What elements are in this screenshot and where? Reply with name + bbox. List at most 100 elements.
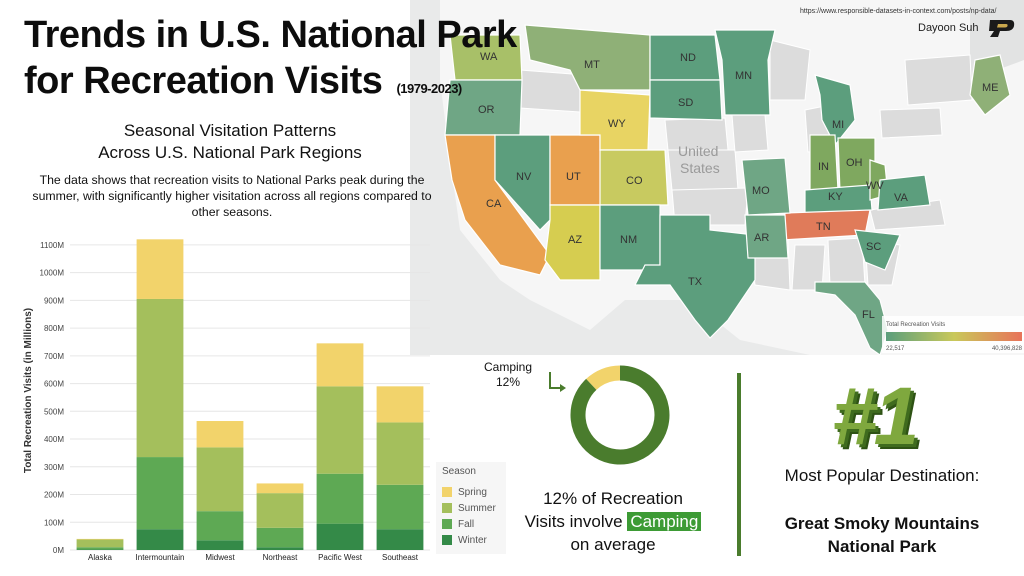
legend-swatch	[442, 535, 452, 545]
y-tick-label: 0M	[53, 546, 64, 555]
bar-segment-summer[interactable]	[256, 493, 304, 528]
us-map-svg: WA OR CA NV UT AZ MT WY CO NM ND SD TX M…	[440, 0, 1024, 355]
state-label: CA	[486, 198, 502, 210]
state-labels: WA OR CA NV UT AZ MT WY CO NM ND SD TX M…	[478, 51, 999, 321]
legend-item-winter[interactable]: Winter	[442, 534, 487, 546]
x-tick-label: Midwest	[205, 553, 235, 562]
bar-segment-spring[interactable]	[316, 343, 364, 387]
state-label: FL	[862, 309, 875, 321]
legend-title: Season	[442, 466, 476, 477]
bar-segment-summer[interactable]	[76, 539, 124, 548]
state-label: WV	[866, 180, 884, 192]
state-label: SC	[866, 241, 881, 253]
bar-segment-winter[interactable]	[136, 529, 184, 550]
bar-segment-winter[interactable]	[256, 547, 304, 550]
bar-segment-fall[interactable]	[316, 473, 364, 524]
bar-segment-winter[interactable]	[196, 540, 244, 550]
popular-name-line1: Great Smoky Mountains	[784, 514, 980, 533]
legend-item-summer[interactable]: Summer	[442, 502, 496, 514]
rank-number: #1	[832, 371, 919, 462]
camping-summary: 12% of Recreation Visits involve Camping…	[500, 487, 726, 556]
map-legend-min: 22,517	[886, 346, 905, 352]
x-tick-labels: Alaska Intermountain Midwest Northeast Pacif…	[88, 553, 419, 562]
state-NV-shape	[494, 134, 551, 231]
state-label: WA	[480, 51, 498, 63]
x-tick-label: Intermountain	[136, 553, 185, 562]
map-legend-max: 40,396,828	[992, 346, 1023, 352]
bar-segment-winter[interactable]	[76, 549, 124, 550]
state-pennsylvania-shape	[879, 107, 943, 139]
bar-segment-summer[interactable]	[376, 422, 424, 485]
bar-segment-spring[interactable]	[196, 421, 244, 448]
state-label: VA	[894, 192, 909, 204]
state-label: KY	[828, 191, 843, 203]
state-label: OH	[846, 157, 863, 169]
y-axis-label: Total Recreation Visits (in Millions)	[23, 308, 34, 473]
bar-segment-summer[interactable]	[136, 298, 184, 458]
bar-segment-fall[interactable]	[376, 484, 424, 530]
bar-stacks	[76, 239, 424, 550]
legend-item-spring[interactable]: Spring	[442, 486, 487, 498]
source-url[interactable]: https://www.responsible-datasets-in-cont…	[800, 8, 997, 15]
state-label: OR	[478, 104, 495, 116]
state-TX-shape	[634, 214, 756, 339]
stacked-bar-chart: 0M 100M 200M 300M 400M 500M 600M 700M 800M 900M 10…	[23, 239, 430, 562]
bar-segment-spring[interactable]	[376, 386, 424, 423]
bar-segment-spring[interactable]	[76, 538, 124, 540]
choropleth-map: WA OR CA NV UT AZ MT WY CO NM ND SD TX M…	[410, 0, 1024, 355]
state-label: NV	[516, 171, 532, 183]
state-label: MI	[832, 119, 844, 131]
bar-segment-fall[interactable]	[76, 547, 124, 550]
y-tick-label: 1000M	[40, 269, 65, 278]
state-label: CO	[626, 175, 643, 187]
state-label: TN	[816, 221, 831, 233]
state-label: IN	[818, 161, 829, 173]
camping-line2-pre: Visits involve	[524, 512, 623, 531]
state-label: AR	[754, 232, 769, 244]
bar-segment-winter[interactable]	[376, 529, 424, 550]
bar-segment-fall[interactable]	[256, 527, 304, 548]
state-SD-shape	[649, 79, 723, 121]
y-tick-label: 600M	[44, 380, 64, 389]
popular-name-line2: National Park	[827, 537, 937, 556]
legend-label: Fall	[458, 518, 475, 530]
legend-item-fall[interactable]: Fall	[442, 518, 474, 530]
y-tick-label: 1100M	[40, 241, 64, 250]
y-tick-label: 200M	[44, 491, 64, 500]
state-new-york-shape	[904, 54, 973, 106]
x-tick-label: Northeast	[263, 553, 298, 562]
state-label: SD	[678, 97, 693, 109]
legend-swatch	[442, 503, 452, 513]
legend-swatch	[442, 519, 452, 529]
bar-segment-spring[interactable]	[136, 239, 184, 299]
bar-segment-spring[interactable]	[256, 483, 304, 494]
state-FL-shape	[814, 281, 889, 355]
legend-label: Winter	[458, 534, 487, 546]
main-title-line1: Trends in U.S. National Park	[24, 14, 517, 56]
state-ME-shape	[969, 54, 1011, 116]
colored-states	[444, 24, 1011, 355]
state-label: WY	[608, 118, 626, 130]
popular-label: Most Popular Destination:	[784, 466, 980, 485]
callout-arrow-line	[549, 372, 560, 389]
country-label-line1: United	[678, 143, 718, 159]
state-label: MO	[752, 185, 770, 197]
legend-label: Spring	[458, 486, 487, 498]
camping-line2: Visits involve Camping	[500, 510, 726, 533]
camping-donut-chart	[549, 365, 670, 465]
map-legend: Total Recreation Visits 22,517 40,396,82…	[882, 316, 1024, 353]
donut-slice-camping[interactable]	[586, 365, 621, 391]
donut-slice-other[interactable]	[570, 365, 670, 465]
purdue-p-logo	[989, 20, 1015, 37]
bar-segment-fall[interactable]	[196, 511, 244, 541]
bar-segment-summer[interactable]	[316, 386, 364, 474]
bar-segment-summer[interactable]	[196, 447, 244, 512]
bar-segment-fall[interactable]	[136, 457, 184, 530]
chart-title-line1: Seasonal Visitation Patterns	[123, 121, 337, 140]
state-iowa-shape	[731, 114, 769, 153]
map-legend-gradient	[886, 332, 1022, 341]
state-label: NM	[620, 234, 637, 246]
state-MN-shape	[714, 29, 776, 116]
bar-segment-winter[interactable]	[316, 523, 364, 550]
main-title-text: for Recreation Visits	[24, 60, 383, 102]
